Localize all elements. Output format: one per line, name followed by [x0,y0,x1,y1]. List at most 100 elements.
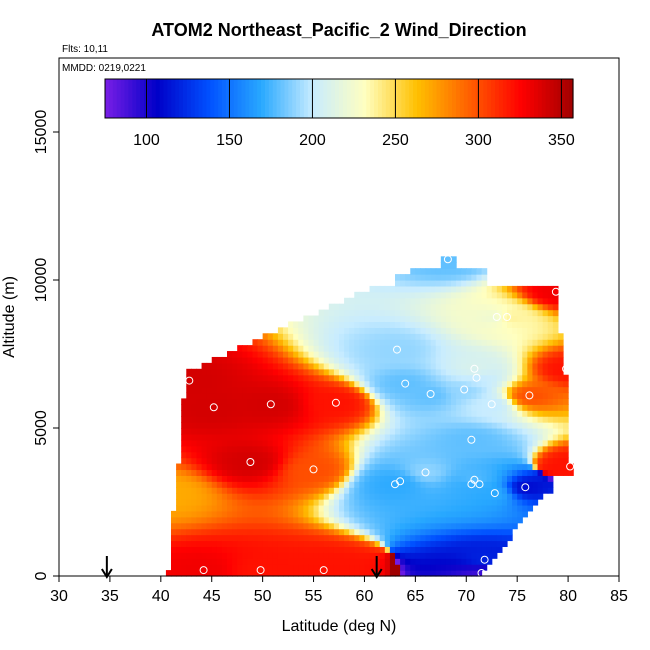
heat-cell [277,362,284,370]
heat-cell [369,487,376,494]
heat-cell [476,475,483,482]
heat-cell [252,362,259,370]
heat-cell [216,481,223,488]
heat-cell [221,558,228,565]
heat-cell [445,327,452,334]
heat-cell [420,499,427,506]
colorbar-swatch [120,79,126,118]
heat-cell [201,404,208,411]
heat-cell [496,291,503,299]
heat-cell [527,404,534,411]
heat-cell [303,516,310,524]
heat-cell [557,463,564,471]
heat-cell [395,499,401,506]
heat-cell [430,398,437,405]
heat-cell [420,546,427,553]
heat-cell [466,309,472,317]
heat-cell [232,463,238,471]
heat-cell [532,475,539,482]
heat-cell [568,469,574,476]
heat-cell [211,475,218,482]
heat-cell [201,493,208,500]
heat-cell [262,516,269,524]
heat-cell [344,570,350,577]
colorbar-swatch [292,79,297,118]
heat-cell [410,528,416,536]
heat-cell [221,457,228,465]
heat-cell [288,552,294,559]
heat-cell [435,356,442,364]
heat-cell [323,433,330,441]
heat-cell [435,422,442,429]
heat-cell [252,345,259,352]
x-tick-label: 55 [305,588,323,605]
heat-cell [252,380,259,388]
heat-cell [359,481,366,488]
heat-cell [537,392,544,399]
heat-cell [267,457,274,465]
heat-cell [242,433,248,441]
heat-cell [323,558,330,565]
heat-cell [542,368,549,376]
heat-cell [445,570,452,577]
heat-cell [257,475,264,482]
colorbar-swatch [276,79,282,118]
heat-cell [440,280,447,287]
heat-cell [507,499,513,506]
heat-cell [374,428,381,435]
heat-cell [369,356,376,364]
heat-cell [384,534,391,542]
heat-cell [440,540,447,547]
heat-cell [537,356,544,364]
heat-cell [374,487,381,494]
heat-cell [451,386,457,394]
observation-point [490,489,499,498]
heat-cell [400,315,406,323]
heat-cell [379,386,386,394]
heat-cell [445,380,452,388]
heat-cell [277,493,284,500]
heat-cell [507,333,513,340]
heat-cell [517,368,523,376]
heat-cell [216,422,223,429]
heat-cell [379,416,386,423]
heat-cell [542,374,549,382]
heat-cell [252,404,259,411]
heat-cell [563,398,569,405]
heat-cell [415,327,422,334]
heat-cell [440,368,447,376]
heat-cell [486,475,493,482]
heat-cell [374,356,381,364]
heat-cell [425,499,432,506]
heat-cell [252,386,259,394]
colorbar-swatch [335,79,340,118]
heat-cell [507,457,513,465]
heat-cell [384,552,391,559]
heat-cell [206,528,213,536]
heat-cell [232,487,238,494]
heat-cell [491,457,498,465]
heat-cell [445,368,452,376]
heat-cell [379,380,386,388]
heat-cell [389,297,396,305]
heat-cell [400,516,406,524]
heat-cell [267,351,274,358]
heat-cell [303,333,310,340]
heat-cell [440,564,447,571]
heat-cell [481,321,488,328]
heat-cell [501,445,508,453]
heat-cell [344,546,350,553]
heat-cell [471,339,478,346]
heat-cell [323,499,330,506]
heat-cell [527,351,534,358]
heat-cell [359,327,366,334]
heat-cell [293,422,299,429]
heat-cell [405,368,411,376]
heat-cell [537,333,544,340]
heat-cell [186,392,192,399]
heat-cell [491,374,498,382]
heat-cell [435,303,442,311]
heat-cell [283,362,289,370]
heat-cell [288,386,294,394]
heat-cell [344,416,350,423]
